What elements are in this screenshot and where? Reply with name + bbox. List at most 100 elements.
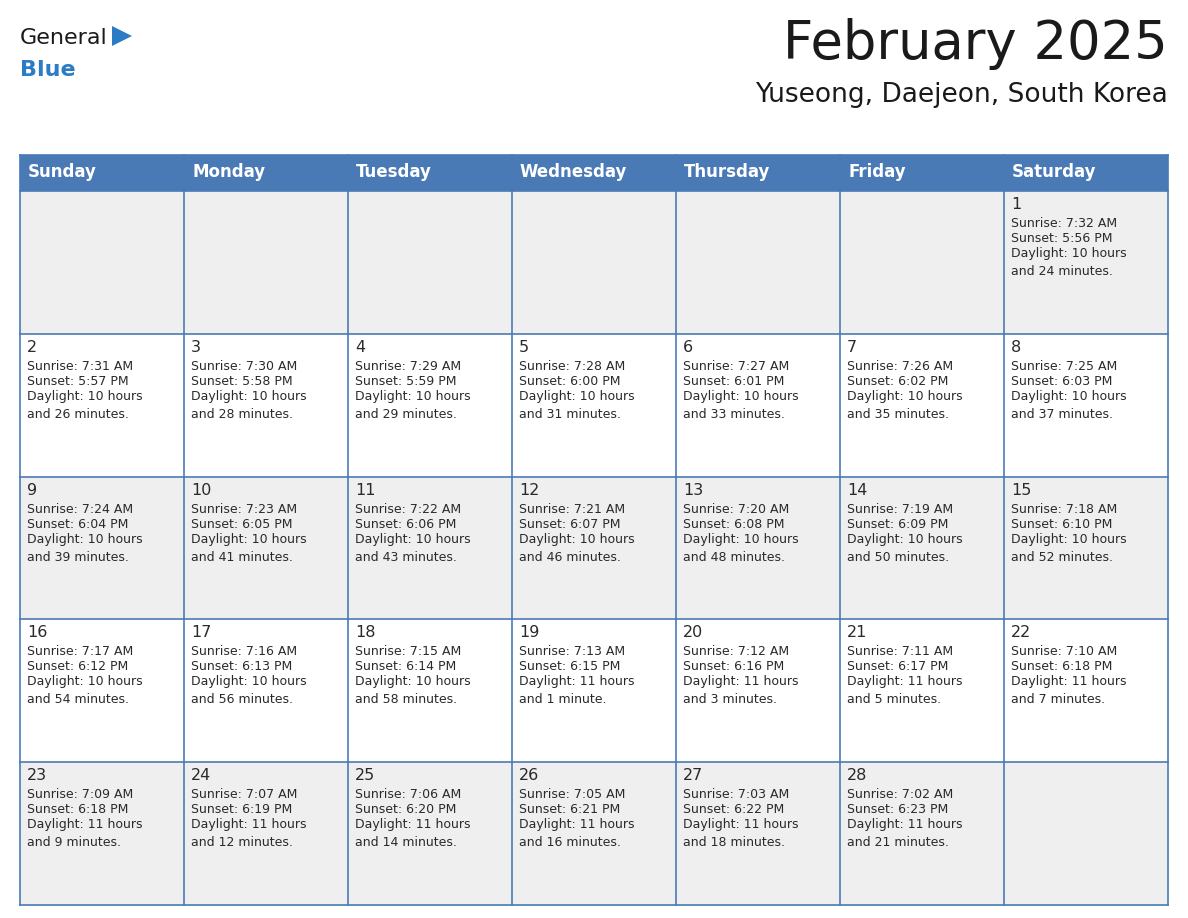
Text: Sunrise: 7:15 AM: Sunrise: 7:15 AM xyxy=(355,645,461,658)
Text: Wednesday: Wednesday xyxy=(520,163,627,181)
Text: 1: 1 xyxy=(1011,197,1022,212)
Text: Tuesday: Tuesday xyxy=(356,163,432,181)
Text: Sunset: 5:58 PM: Sunset: 5:58 PM xyxy=(191,375,292,387)
Text: 9: 9 xyxy=(27,483,37,498)
Text: Daylight: 10 hours
and 48 minutes.: Daylight: 10 hours and 48 minutes. xyxy=(683,532,798,564)
Text: Sunset: 6:21 PM: Sunset: 6:21 PM xyxy=(519,803,620,816)
Text: 5: 5 xyxy=(519,340,529,354)
Text: 28: 28 xyxy=(847,768,867,783)
Text: Daylight: 10 hours
and 58 minutes.: Daylight: 10 hours and 58 minutes. xyxy=(355,676,470,706)
Text: Sunrise: 7:18 AM: Sunrise: 7:18 AM xyxy=(1011,502,1117,516)
Text: Sunset: 5:57 PM: Sunset: 5:57 PM xyxy=(27,375,128,387)
Text: Sunset: 6:06 PM: Sunset: 6:06 PM xyxy=(355,518,456,531)
Text: 24: 24 xyxy=(191,768,211,783)
Text: 6: 6 xyxy=(683,340,693,354)
Text: Sunset: 6:01 PM: Sunset: 6:01 PM xyxy=(683,375,784,387)
Text: 22: 22 xyxy=(1011,625,1031,641)
Text: Blue: Blue xyxy=(20,60,76,80)
Text: 2: 2 xyxy=(27,340,37,354)
Text: Sunrise: 7:11 AM: Sunrise: 7:11 AM xyxy=(847,645,953,658)
Text: 20: 20 xyxy=(683,625,703,641)
Text: 15: 15 xyxy=(1011,483,1031,498)
Text: Daylight: 10 hours
and 24 minutes.: Daylight: 10 hours and 24 minutes. xyxy=(1011,247,1126,278)
Text: Daylight: 11 hours
and 7 minutes.: Daylight: 11 hours and 7 minutes. xyxy=(1011,676,1126,706)
Text: Sunday: Sunday xyxy=(29,163,97,181)
Text: 4: 4 xyxy=(355,340,365,354)
Text: Sunrise: 7:21 AM: Sunrise: 7:21 AM xyxy=(519,502,625,516)
Text: Sunset: 6:18 PM: Sunset: 6:18 PM xyxy=(1011,660,1112,674)
Text: Sunset: 6:19 PM: Sunset: 6:19 PM xyxy=(191,803,292,816)
Text: Sunset: 6:13 PM: Sunset: 6:13 PM xyxy=(191,660,292,674)
Text: 17: 17 xyxy=(191,625,211,641)
Text: Daylight: 10 hours
and 28 minutes.: Daylight: 10 hours and 28 minutes. xyxy=(191,390,307,420)
Text: Sunset: 6:22 PM: Sunset: 6:22 PM xyxy=(683,803,784,816)
Text: Sunset: 6:10 PM: Sunset: 6:10 PM xyxy=(1011,518,1112,531)
Text: Sunset: 6:12 PM: Sunset: 6:12 PM xyxy=(27,660,128,674)
Text: Sunrise: 7:31 AM: Sunrise: 7:31 AM xyxy=(27,360,133,373)
Text: 25: 25 xyxy=(355,768,375,783)
Text: Monday: Monday xyxy=(192,163,265,181)
Text: Sunrise: 7:30 AM: Sunrise: 7:30 AM xyxy=(191,360,297,373)
Text: Sunrise: 7:22 AM: Sunrise: 7:22 AM xyxy=(355,502,461,516)
Text: Daylight: 10 hours
and 29 minutes.: Daylight: 10 hours and 29 minutes. xyxy=(355,390,470,420)
Text: Daylight: 10 hours
and 50 minutes.: Daylight: 10 hours and 50 minutes. xyxy=(847,532,962,564)
Polygon shape xyxy=(112,26,132,46)
Text: 27: 27 xyxy=(683,768,703,783)
Text: Sunrise: 7:13 AM: Sunrise: 7:13 AM xyxy=(519,645,625,658)
Text: 21: 21 xyxy=(847,625,867,641)
Bar xyxy=(20,334,1168,476)
Text: Yuseong, Daejeon, South Korea: Yuseong, Daejeon, South Korea xyxy=(756,82,1168,108)
Text: Daylight: 10 hours
and 41 minutes.: Daylight: 10 hours and 41 minutes. xyxy=(191,532,307,564)
Text: Sunset: 6:15 PM: Sunset: 6:15 PM xyxy=(519,660,620,674)
Text: Daylight: 11 hours
and 3 minutes.: Daylight: 11 hours and 3 minutes. xyxy=(683,676,798,706)
Text: Sunset: 6:16 PM: Sunset: 6:16 PM xyxy=(683,660,784,674)
Text: 3: 3 xyxy=(191,340,201,354)
Text: Daylight: 11 hours
and 18 minutes.: Daylight: 11 hours and 18 minutes. xyxy=(683,818,798,849)
Text: 23: 23 xyxy=(27,768,48,783)
Text: Sunset: 6:17 PM: Sunset: 6:17 PM xyxy=(847,660,948,674)
Text: Sunset: 6:09 PM: Sunset: 6:09 PM xyxy=(847,518,948,531)
Text: Sunset: 6:04 PM: Sunset: 6:04 PM xyxy=(27,518,128,531)
Text: Sunset: 6:05 PM: Sunset: 6:05 PM xyxy=(191,518,292,531)
Bar xyxy=(20,762,1168,905)
Text: Sunset: 6:08 PM: Sunset: 6:08 PM xyxy=(683,518,784,531)
Text: 12: 12 xyxy=(519,483,539,498)
Text: Sunrise: 7:26 AM: Sunrise: 7:26 AM xyxy=(847,360,953,373)
Text: 16: 16 xyxy=(27,625,48,641)
Text: Sunrise: 7:19 AM: Sunrise: 7:19 AM xyxy=(847,502,953,516)
Text: Daylight: 10 hours
and 37 minutes.: Daylight: 10 hours and 37 minutes. xyxy=(1011,390,1126,420)
Text: Sunset: 6:23 PM: Sunset: 6:23 PM xyxy=(847,803,948,816)
Text: Sunset: 6:03 PM: Sunset: 6:03 PM xyxy=(1011,375,1112,387)
Text: 11: 11 xyxy=(355,483,375,498)
Text: Sunset: 6:20 PM: Sunset: 6:20 PM xyxy=(355,803,456,816)
Text: 19: 19 xyxy=(519,625,539,641)
Text: Sunrise: 7:06 AM: Sunrise: 7:06 AM xyxy=(355,789,461,801)
Text: Daylight: 10 hours
and 35 minutes.: Daylight: 10 hours and 35 minutes. xyxy=(847,390,962,420)
Text: 10: 10 xyxy=(191,483,211,498)
Text: Sunset: 5:56 PM: Sunset: 5:56 PM xyxy=(1011,232,1112,245)
Text: Sunrise: 7:16 AM: Sunrise: 7:16 AM xyxy=(191,645,297,658)
Bar xyxy=(20,155,1168,191)
Text: Sunset: 6:14 PM: Sunset: 6:14 PM xyxy=(355,660,456,674)
Text: Sunrise: 7:07 AM: Sunrise: 7:07 AM xyxy=(191,789,297,801)
Text: Sunrise: 7:17 AM: Sunrise: 7:17 AM xyxy=(27,645,133,658)
Text: Daylight: 11 hours
and 14 minutes.: Daylight: 11 hours and 14 minutes. xyxy=(355,818,470,849)
Text: Sunset: 6:00 PM: Sunset: 6:00 PM xyxy=(519,375,620,387)
Text: 13: 13 xyxy=(683,483,703,498)
Text: General: General xyxy=(20,28,108,48)
Text: Daylight: 11 hours
and 21 minutes.: Daylight: 11 hours and 21 minutes. xyxy=(847,818,962,849)
Text: Sunrise: 7:23 AM: Sunrise: 7:23 AM xyxy=(191,502,297,516)
Text: Sunset: 6:18 PM: Sunset: 6:18 PM xyxy=(27,803,128,816)
Text: Daylight: 10 hours
and 39 minutes.: Daylight: 10 hours and 39 minutes. xyxy=(27,532,143,564)
Text: Sunset: 6:02 PM: Sunset: 6:02 PM xyxy=(847,375,948,387)
Text: Daylight: 10 hours
and 56 minutes.: Daylight: 10 hours and 56 minutes. xyxy=(191,676,307,706)
Text: Sunrise: 7:05 AM: Sunrise: 7:05 AM xyxy=(519,789,625,801)
Bar xyxy=(20,476,1168,620)
Text: Sunrise: 7:28 AM: Sunrise: 7:28 AM xyxy=(519,360,625,373)
Text: 8: 8 xyxy=(1011,340,1022,354)
Text: Sunrise: 7:02 AM: Sunrise: 7:02 AM xyxy=(847,789,953,801)
Text: 14: 14 xyxy=(847,483,867,498)
Bar xyxy=(20,191,1168,334)
Text: Daylight: 11 hours
and 9 minutes.: Daylight: 11 hours and 9 minutes. xyxy=(27,818,143,849)
Text: Daylight: 10 hours
and 26 minutes.: Daylight: 10 hours and 26 minutes. xyxy=(27,390,143,420)
